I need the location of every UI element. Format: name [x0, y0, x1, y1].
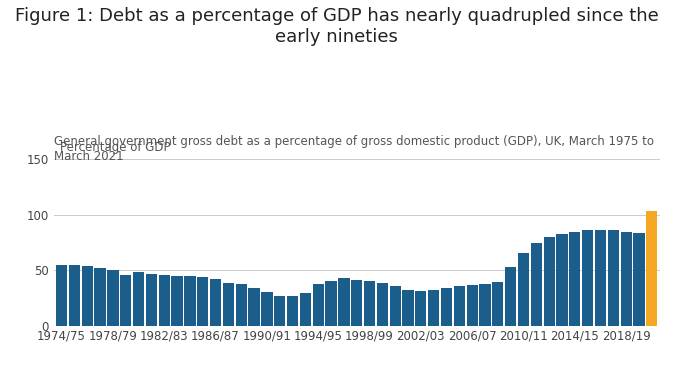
Bar [261, 292, 273, 326]
Bar [172, 276, 182, 326]
Bar [56, 265, 67, 326]
Text: General government gross debt as a percentage of gross domestic product (GDP), U: General government gross debt as a perce… [54, 135, 654, 163]
Bar [544, 238, 555, 326]
Bar [608, 230, 619, 326]
Bar [595, 229, 606, 326]
Bar [325, 280, 336, 326]
Bar [274, 296, 285, 326]
Bar [415, 291, 427, 326]
Bar [454, 286, 465, 326]
Bar [146, 274, 157, 326]
Bar [428, 290, 439, 326]
Bar [351, 280, 362, 326]
Bar [646, 211, 658, 326]
Bar [197, 278, 209, 326]
Bar [287, 296, 298, 326]
Bar [210, 279, 221, 326]
Bar [633, 233, 645, 326]
Bar [582, 229, 594, 326]
Bar [441, 289, 452, 326]
Bar [557, 234, 567, 326]
Text: Figure 1: Debt as a percentage of GDP has nearly quadrupled since the
early nine: Figure 1: Debt as a percentage of GDP ha… [15, 7, 658, 46]
Bar [518, 253, 529, 326]
Bar [133, 272, 144, 326]
Bar [364, 280, 375, 326]
Bar [505, 267, 516, 326]
Text: Percentage of GDP: Percentage of GDP [60, 141, 170, 154]
Bar [248, 288, 260, 326]
Bar [223, 283, 234, 326]
Bar [69, 265, 80, 326]
Bar [492, 282, 503, 326]
Bar [402, 289, 414, 326]
Bar [107, 269, 118, 326]
Bar [339, 278, 349, 326]
Bar [94, 269, 106, 326]
Bar [377, 283, 388, 326]
Bar [184, 276, 196, 326]
Bar [120, 275, 131, 326]
Bar [621, 232, 632, 326]
Bar [236, 284, 247, 326]
Bar [312, 284, 324, 326]
Bar [479, 284, 491, 326]
Bar [531, 243, 542, 326]
Bar [390, 286, 401, 326]
Bar [299, 293, 311, 326]
Bar [159, 275, 170, 326]
Bar [466, 285, 478, 326]
Bar [569, 232, 581, 326]
Bar [81, 266, 93, 326]
